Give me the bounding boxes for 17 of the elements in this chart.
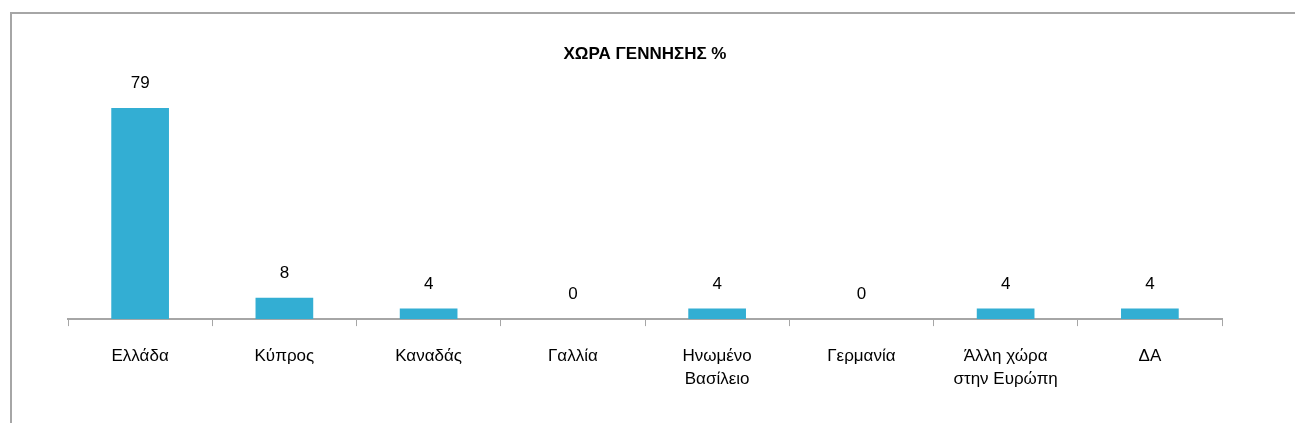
data-label: 0	[856, 284, 867, 304]
x-tick-label: Γερμανία	[827, 346, 896, 366]
data-label: 4	[1000, 273, 1011, 293]
data-label: 4	[1145, 273, 1155, 293]
chart-title: ΧΩΡΑ ΓΕΝΝΗΣΗΣ %	[563, 43, 727, 63]
x-tick-label: Γαλλία	[547, 346, 598, 366]
x-tick-label: Κύπρος	[254, 346, 315, 366]
x-tick-label: Ελλάδα	[111, 346, 169, 366]
data-label: 8	[279, 262, 290, 282]
data-label: 79	[130, 73, 150, 93]
data-label: 0	[568, 284, 578, 304]
x-tick-label: Άλλη χώρα στην Ευρώπη	[953, 346, 1058, 389]
data-label: 4	[712, 273, 722, 293]
x-tick-label: Καναδάς	[395, 346, 463, 366]
data-label: 4	[423, 273, 434, 293]
x-tick-label: Ηνωμένο Βασίλειο	[682, 346, 752, 389]
x-tick-label: ΔΑ	[1138, 346, 1162, 366]
